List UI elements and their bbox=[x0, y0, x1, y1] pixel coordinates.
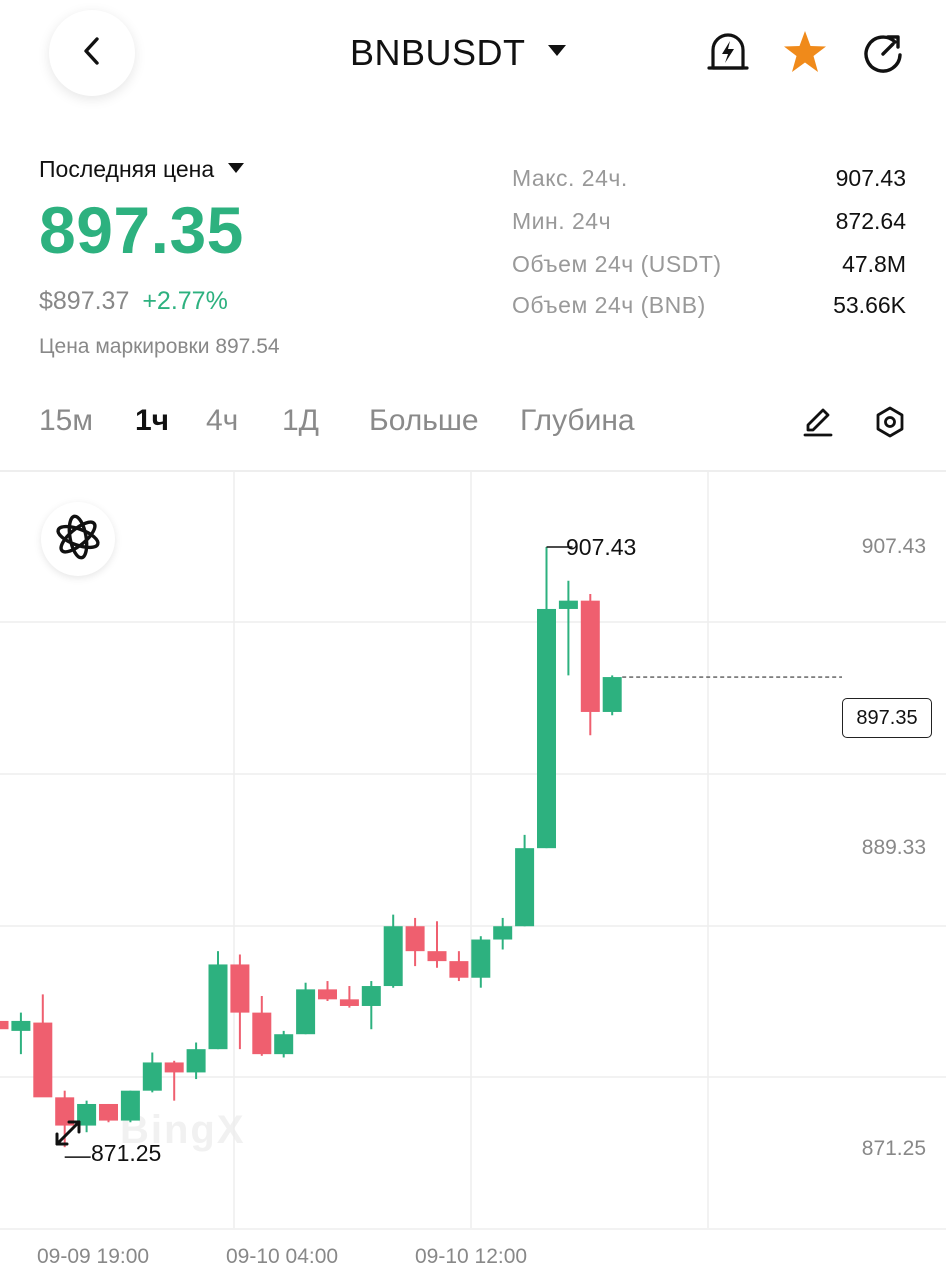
candle-up bbox=[142, 1062, 162, 1091]
tab-15m[interactable]: 15м bbox=[39, 404, 93, 437]
stat-volume-usdt-value: 47.8M bbox=[842, 251, 906, 277]
price-type-selector[interactable]: Последняя цена bbox=[39, 156, 245, 183]
candle-down bbox=[339, 999, 359, 1006]
candle-down bbox=[99, 1103, 118, 1121]
pair-title: BNBUSDT bbox=[350, 32, 526, 73]
mark-price-label: Цена маркировки bbox=[39, 335, 210, 358]
candle-up bbox=[515, 848, 535, 927]
refresh-icon[interactable] bbox=[860, 29, 906, 75]
usd-price: $897.37 bbox=[39, 287, 130, 315]
price-axis-tick: 907.43 bbox=[861, 535, 926, 558]
current-price-tag: 897.35 bbox=[842, 698, 932, 738]
dropdown-triangle-icon bbox=[228, 161, 245, 179]
stat-volume-bnb-label: Объем 24ч (BNB) bbox=[512, 292, 706, 318]
tab-more[interactable]: Больше bbox=[369, 404, 479, 437]
price-change-percent: +2.77% bbox=[142, 287, 228, 315]
draw-pencil-icon[interactable] bbox=[800, 404, 836, 440]
candle-down bbox=[427, 951, 447, 962]
candle-up bbox=[602, 677, 622, 712]
pair-selector[interactable]: BNBUSDT bbox=[350, 30, 566, 76]
time-axis-tick: 09-10 12:00 bbox=[415, 1245, 528, 1268]
expand-arrows-icon[interactable] bbox=[51, 1116, 85, 1150]
candle-up bbox=[296, 989, 316, 1035]
candle-up bbox=[471, 939, 491, 978]
mark-price-line: Цена маркировки 897.54 bbox=[39, 335, 280, 359]
back-arrow-icon bbox=[79, 36, 105, 71]
atom-icon bbox=[54, 513, 102, 566]
price-axis-tick: 889.33 bbox=[861, 836, 926, 859]
candle-down bbox=[252, 1012, 272, 1055]
price-type-label: Последняя цена bbox=[39, 156, 215, 182]
mark-price-value: 897.54 bbox=[215, 335, 280, 358]
stat-high-value: 907.43 bbox=[835, 165, 906, 191]
tab-1d[interactable]: 1Д bbox=[282, 404, 320, 437]
time-axis-tick: 09-09 19:00 bbox=[37, 1245, 150, 1268]
tab-depth[interactable]: Глубина bbox=[520, 404, 635, 437]
candle-up bbox=[186, 1049, 206, 1073]
price-axis-tick: 871.25 bbox=[861, 1137, 926, 1160]
candle-up bbox=[493, 926, 513, 940]
settings-hexagon-icon[interactable] bbox=[872, 404, 908, 440]
candle-down bbox=[405, 926, 425, 952]
stat-volume-usdt-label: Объем 24ч (USDT) bbox=[512, 251, 722, 277]
dropdown-triangle-icon bbox=[547, 44, 566, 62]
stat-volume-bnb-value: 53.66K bbox=[833, 292, 906, 318]
candle-up bbox=[274, 1034, 294, 1055]
candle-up bbox=[120, 1090, 140, 1121]
tab-4h[interactable]: 4ч bbox=[206, 404, 239, 437]
candlestick-chart[interactable] bbox=[0, 470, 946, 1230]
candle-down bbox=[55, 1097, 75, 1126]
last-price: 897.35 bbox=[39, 193, 244, 267]
candle-up bbox=[11, 1020, 31, 1031]
candle-up bbox=[383, 926, 403, 987]
time-axis-tick: 09-10 04:00 bbox=[226, 1245, 339, 1268]
price-alert-bell-icon[interactable] bbox=[705, 29, 751, 75]
candle-up bbox=[537, 608, 556, 849]
low-price-label: 871.25 bbox=[91, 1140, 162, 1166]
candle-down bbox=[318, 989, 337, 1000]
candle-up bbox=[208, 964, 228, 1050]
candle-down bbox=[580, 600, 600, 712]
candle-up bbox=[558, 600, 578, 609]
candle-up bbox=[77, 1103, 97, 1126]
chart-watermark: BingX bbox=[120, 1108, 246, 1152]
ai-assistant-button[interactable] bbox=[41, 502, 115, 576]
candle-down bbox=[0, 1020, 9, 1030]
tab-1h[interactable]: 1ч bbox=[135, 404, 170, 437]
usd-price-line: $897.37 +2.77% bbox=[39, 287, 228, 316]
candle-down bbox=[230, 964, 250, 1013]
stat-high-label: Макс. 24ч. bbox=[512, 165, 628, 191]
favorite-star-icon[interactable] bbox=[782, 29, 828, 75]
stat-low-label: Мин. 24ч bbox=[512, 208, 612, 234]
candle-up bbox=[361, 986, 381, 1006]
candle-down bbox=[33, 1022, 53, 1098]
candle-down bbox=[449, 961, 469, 978]
high-price-label: 907.43 bbox=[566, 534, 637, 560]
candle-down bbox=[164, 1062, 184, 1073]
stat-low-value: 872.64 bbox=[835, 208, 906, 234]
back-button[interactable] bbox=[49, 10, 135, 96]
